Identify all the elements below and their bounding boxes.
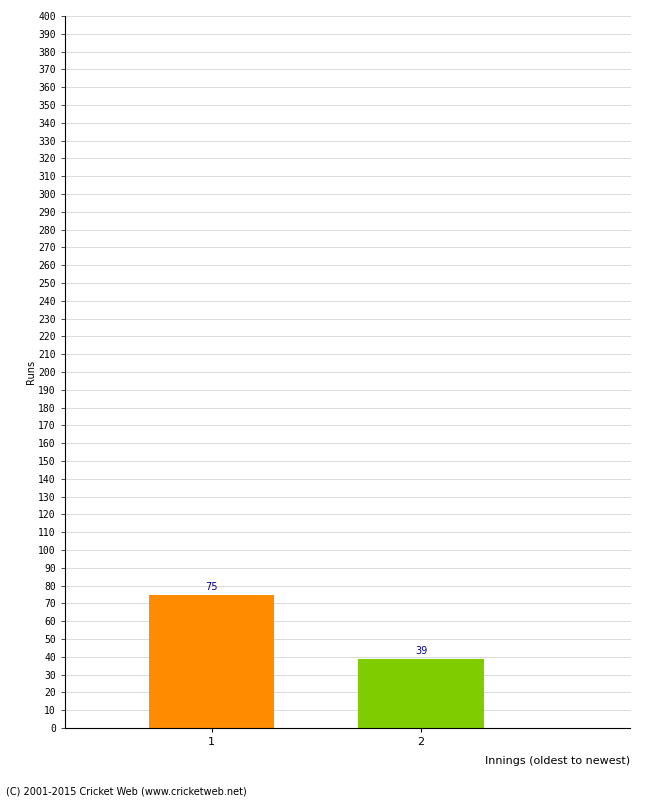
Text: 75: 75: [205, 582, 218, 592]
Text: Innings (oldest to newest): Innings (oldest to newest): [486, 756, 630, 766]
Text: 39: 39: [415, 646, 427, 656]
Bar: [149, 594, 274, 728]
Bar: [358, 658, 484, 728]
Y-axis label: Runs: Runs: [25, 360, 36, 384]
Text: (C) 2001-2015 Cricket Web (www.cricketweb.net): (C) 2001-2015 Cricket Web (www.cricketwe…: [6, 786, 247, 796]
